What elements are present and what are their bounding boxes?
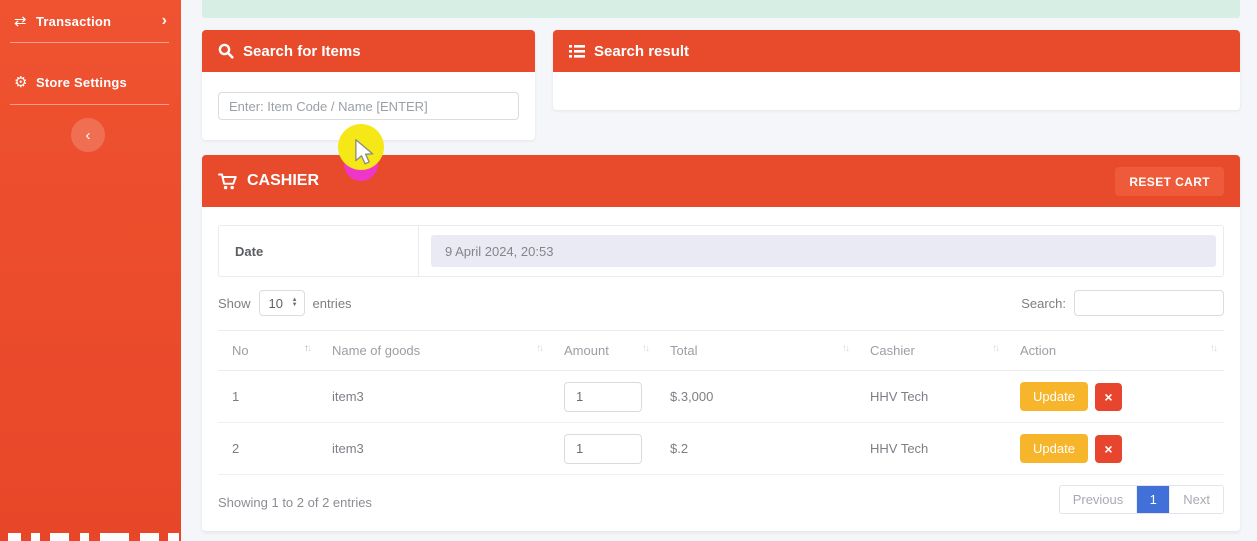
search-items-body [202, 72, 535, 140]
cart-table-head: No ↑↓ Name of goods ↑↓ Amount ↑↓ Total ↑↓ Cashie… [218, 330, 1224, 371]
cell-cashier: HHV Tech [856, 422, 1006, 475]
sidebar-divider [10, 104, 169, 105]
cell-action: Update × [1006, 422, 1224, 475]
search-items-header: Search for Items [202, 30, 535, 72]
search-result-header: Search result [553, 30, 1240, 72]
cell-total: $.3,000 [656, 370, 856, 423]
cell-no: 2 [218, 422, 318, 475]
amount-input[interactable] [564, 433, 642, 464]
table-search-input[interactable] [1074, 290, 1224, 316]
entries-label: entries [312, 295, 352, 311]
amount-input[interactable] [564, 381, 642, 412]
cell-cashier: HHV Tech [856, 370, 1006, 423]
cashier-header: CASHIER RESET CART [202, 155, 1240, 207]
delete-button[interactable]: × [1094, 435, 1122, 464]
sidebar-divider [10, 42, 169, 43]
update-button[interactable]: Update [1020, 433, 1088, 463]
cart-table: No ↑↓ Name of goods ↑↓ Amount ↑↓ Total ↑↓ Cashie… [218, 330, 1224, 475]
sidebar-item-transaction[interactable]: ⇄ Transaction › [0, 6, 181, 36]
panel-title: Search result [594, 42, 690, 60]
sort-icon[interactable]: ↑↓ [642, 343, 650, 354]
cell-name: item3 [318, 422, 550, 475]
exchange-icon: ⇄ [14, 12, 27, 30]
success-alert-strip [202, 0, 1240, 18]
cart-icon [218, 173, 237, 190]
table-header-row: No ↑↓ Name of goods ↑↓ Amount ↑↓ Total ↑↓ Cashie… [218, 330, 1224, 371]
cashier-body: Date 9 April 2024, 20:53 Show 10 ▲ ▼ entr… [202, 207, 1240, 532]
search-items-panel: Search for Items [202, 30, 535, 140]
page-length-select[interactable]: 10 ▲ ▼ [258, 290, 305, 316]
column-header-cashier[interactable]: Cashier ↑↓ [856, 330, 1006, 371]
sidebar-item-label: Transaction [36, 13, 112, 29]
column-header-name-of-goods[interactable]: Name of goods ↑↓ [318, 330, 550, 371]
cell-total: $.2 [656, 422, 856, 475]
sort-icon[interactable]: ↑↓ [1210, 343, 1218, 354]
pagination-page-1[interactable]: 1 [1137, 486, 1170, 513]
cell-name: item3 [318, 370, 550, 423]
pagination-previous[interactable]: Previous [1059, 486, 1138, 513]
cell-amount [550, 370, 656, 423]
cashier-panel: CASHIER RESET CART Date 9 April 2024, 20… [202, 155, 1240, 532]
sort-icon[interactable]: ↑↓ [304, 343, 312, 354]
item-search-input[interactable] [218, 92, 519, 120]
column-header-total[interactable]: Total ↑↓ [656, 330, 856, 371]
cart-table-wrap: No ↑↓ Name of goods ↑↓ Amount ↑↓ Total ↑↓ Cashie… [218, 330, 1224, 475]
sidebar-item-store-settings[interactable]: ⚙ Store Settings [0, 67, 181, 97]
sort-icon[interactable]: ↑↓ [536, 343, 544, 354]
cell-no: 1 [218, 370, 318, 423]
pagination-next[interactable]: Next [1169, 486, 1223, 513]
cell-amount [550, 422, 656, 475]
update-button[interactable]: Update [1020, 381, 1088, 411]
delete-button[interactable]: × [1094, 383, 1122, 412]
sort-icon[interactable]: ↑↓ [992, 343, 1000, 354]
date-label: Date [219, 226, 419, 276]
date-value-field: 9 April 2024, 20:53 [431, 235, 1216, 267]
sidebar-item-label: Store Settings [36, 74, 127, 90]
table-controls-row: Show 10 ▲ ▼ entries Search: [218, 290, 1224, 316]
cell-action: Update × [1006, 370, 1224, 423]
table-search-box: Search: [1021, 290, 1224, 316]
reset-cart-button[interactable]: RESET CART [1115, 167, 1224, 196]
search-icon [218, 43, 234, 59]
page-length-value: 10 [268, 295, 283, 311]
column-header-action[interactable]: Action ↑↓ [1006, 330, 1224, 371]
list-icon [569, 44, 585, 59]
cashier-title: CASHIER [247, 172, 320, 189]
chevron-left-icon: ‹ [85, 126, 91, 144]
column-header-amount[interactable]: Amount ↑↓ [550, 330, 656, 371]
search-result-body [553, 72, 1240, 110]
panel-title: Search for Items [243, 42, 361, 60]
sort-icon[interactable]: ↑↓ [842, 343, 850, 354]
pagination: Previous 1 Next [1058, 485, 1224, 514]
column-header-no[interactable]: No ↑↓ [218, 330, 318, 371]
sidebar-collapse-button[interactable]: ‹ [71, 118, 105, 152]
search-label: Search: [1021, 295, 1066, 311]
show-label: Show [218, 295, 251, 311]
date-row: Date 9 April 2024, 20:53 [218, 225, 1224, 277]
select-arrows-icon: ▲ ▼ [291, 297, 298, 308]
table-info-text: Showing 1 to 2 of 2 entries [218, 495, 372, 510]
chevron-right-icon: › [161, 12, 167, 29]
search-result-panel: Search result [553, 30, 1240, 110]
gear-icon: ⚙ [14, 73, 28, 91]
sidebar: ⇄ Transaction › ⚙ Store Settings ‹ [0, 0, 181, 541]
